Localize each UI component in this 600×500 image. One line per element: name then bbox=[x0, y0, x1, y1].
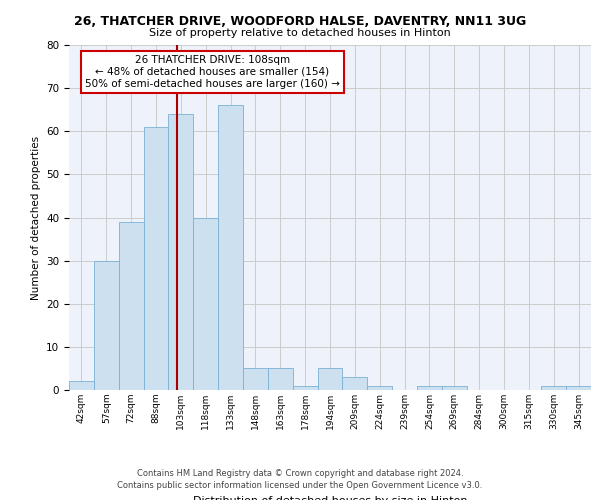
Text: Contains public sector information licensed under the Open Government Licence v3: Contains public sector information licen… bbox=[118, 481, 482, 490]
Bar bbox=[417, 386, 442, 390]
Bar bbox=[143, 127, 169, 390]
Bar bbox=[343, 377, 367, 390]
Bar bbox=[69, 382, 94, 390]
X-axis label: Distribution of detached houses by size in Hinton: Distribution of detached houses by size … bbox=[193, 496, 467, 500]
Bar bbox=[119, 222, 143, 390]
Bar bbox=[268, 368, 293, 390]
Bar bbox=[218, 106, 243, 390]
Bar bbox=[317, 368, 343, 390]
Bar bbox=[94, 260, 119, 390]
Bar bbox=[293, 386, 317, 390]
Bar bbox=[367, 386, 392, 390]
Bar bbox=[541, 386, 566, 390]
Bar bbox=[243, 368, 268, 390]
Text: Size of property relative to detached houses in Hinton: Size of property relative to detached ho… bbox=[149, 28, 451, 38]
Bar bbox=[442, 386, 467, 390]
Bar bbox=[566, 386, 591, 390]
Bar bbox=[169, 114, 193, 390]
Text: 26, THATCHER DRIVE, WOODFORD HALSE, DAVENTRY, NN11 3UG: 26, THATCHER DRIVE, WOODFORD HALSE, DAVE… bbox=[74, 15, 526, 28]
Y-axis label: Number of detached properties: Number of detached properties bbox=[31, 136, 41, 300]
Bar bbox=[193, 218, 218, 390]
Text: Contains HM Land Registry data © Crown copyright and database right 2024.: Contains HM Land Registry data © Crown c… bbox=[137, 468, 463, 477]
Text: 26 THATCHER DRIVE: 108sqm
← 48% of detached houses are smaller (154)
50% of semi: 26 THATCHER DRIVE: 108sqm ← 48% of detac… bbox=[85, 56, 340, 88]
